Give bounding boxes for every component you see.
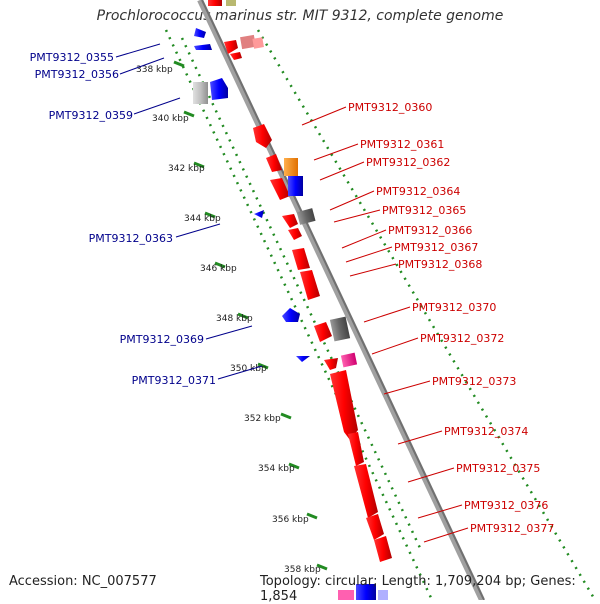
gene-label-0370[interactable]: PMT9312_0370: [412, 301, 496, 314]
gene-forward: [253, 124, 272, 148]
gene-forward: [354, 464, 378, 518]
gene-label-0359[interactable]: PMT9312_0359: [49, 109, 133, 122]
gene-reverse: [194, 44, 212, 50]
gene-forward: [300, 270, 320, 300]
tick-label: 350 kbp: [230, 364, 267, 374]
gene-label-0372[interactable]: PMT9312_0372: [420, 332, 504, 345]
gene-label-0356[interactable]: PMT9312_0356: [35, 68, 119, 81]
genome-backbone: [197, 0, 485, 600]
gene-label-0363[interactable]: PMT9312_0363: [89, 232, 173, 245]
gene-label-0365[interactable]: PMT9312_0365: [382, 204, 466, 217]
tick-label: 344 kbp: [184, 214, 221, 224]
gene-reverse: [194, 28, 206, 38]
tick-marks: [173, 60, 328, 571]
genes: [193, 0, 392, 600]
gene-forward: [324, 358, 338, 370]
gene-forward: [288, 228, 302, 240]
gene-forward: [292, 248, 310, 270]
gene-label-0368[interactable]: PMT9312_0368: [398, 258, 482, 271]
gene-magenta: [338, 590, 354, 600]
gene-other: [226, 0, 236, 6]
gene-magenta: [340, 352, 358, 368]
gene-forward: [230, 52, 242, 60]
gene-label-0355[interactable]: PMT9312_0355: [30, 51, 114, 64]
gene-forward: [224, 40, 238, 54]
gene-forward: [270, 178, 290, 200]
tick-label: 342 kbp: [168, 164, 205, 174]
gene-forward: [374, 536, 392, 562]
gene-orange: [284, 158, 298, 176]
gene-label-0360[interactable]: PMT9312_0360: [348, 101, 432, 114]
inner-track-left: [180, 37, 422, 549]
gene-label-0361[interactable]: PMT9312_0361: [360, 138, 444, 151]
tick-label: 354 kbp: [258, 464, 295, 474]
gene-forward: [366, 514, 384, 540]
tick-label: 352 kbp: [244, 414, 281, 424]
gene-label-0375[interactable]: PMT9312_0375: [456, 462, 540, 475]
gene-darkgray: [296, 208, 316, 225]
gene-pink: [240, 34, 256, 50]
gene-reverse: [288, 176, 303, 196]
gene-forward: [348, 432, 364, 466]
gene-reverse: [254, 210, 264, 218]
gene-label-0369[interactable]: PMT9312_0369: [120, 333, 204, 346]
gene-pink: [252, 37, 264, 49]
tick-label: 348 kbp: [216, 314, 253, 324]
gene-forward: [208, 0, 222, 6]
left-leaders: [115, 43, 263, 380]
genome-backbone-shade: [201, 0, 485, 600]
gene-label-0364[interactable]: PMT9312_0364: [376, 185, 460, 198]
gene-forward: [330, 370, 358, 440]
tick-label: 356 kbp: [272, 515, 309, 525]
gene-lightgray: [193, 82, 208, 104]
gene-label-0374[interactable]: PMT9312_0374: [444, 425, 528, 438]
right-leaders: [301, 106, 469, 543]
gene-label-0366[interactable]: PMT9312_0366: [388, 224, 472, 237]
gene-label-0376[interactable]: PMT9312_0376: [464, 499, 548, 512]
gene-forward: [314, 322, 332, 342]
gene-reverse: [210, 78, 228, 100]
tick-label: 358 kbp: [284, 565, 321, 575]
gene-label-0362[interactable]: PMT9312_0362: [366, 156, 450, 169]
outer-tick-track: [164, 29, 434, 600]
gene-label-0377[interactable]: PMT9312_0377: [470, 522, 554, 535]
tick-label: 338 kbp: [136, 65, 173, 75]
gene-label-0371[interactable]: PMT9312_0371: [132, 374, 216, 387]
gene-label-0373[interactable]: PMT9312_0373: [432, 375, 516, 388]
gene-forward: [282, 214, 298, 228]
gene-reverse: [356, 584, 376, 600]
map-title: Prochlorococcus marinus str. MIT 9312, c…: [96, 8, 504, 24]
tick-label: 340 kbp: [152, 114, 189, 124]
gene-reverse: [296, 356, 310, 362]
gene-darkgray: [329, 316, 351, 342]
tick-label: 346 kbp: [200, 264, 237, 274]
accession-text: Accession: NC_007577: [9, 574, 157, 589]
gene-forward: [266, 154, 282, 172]
gene-label-0367[interactable]: PMT9312_0367: [394, 241, 478, 254]
gene-lightgray: [378, 590, 388, 600]
gene-reverse: [282, 308, 300, 322]
